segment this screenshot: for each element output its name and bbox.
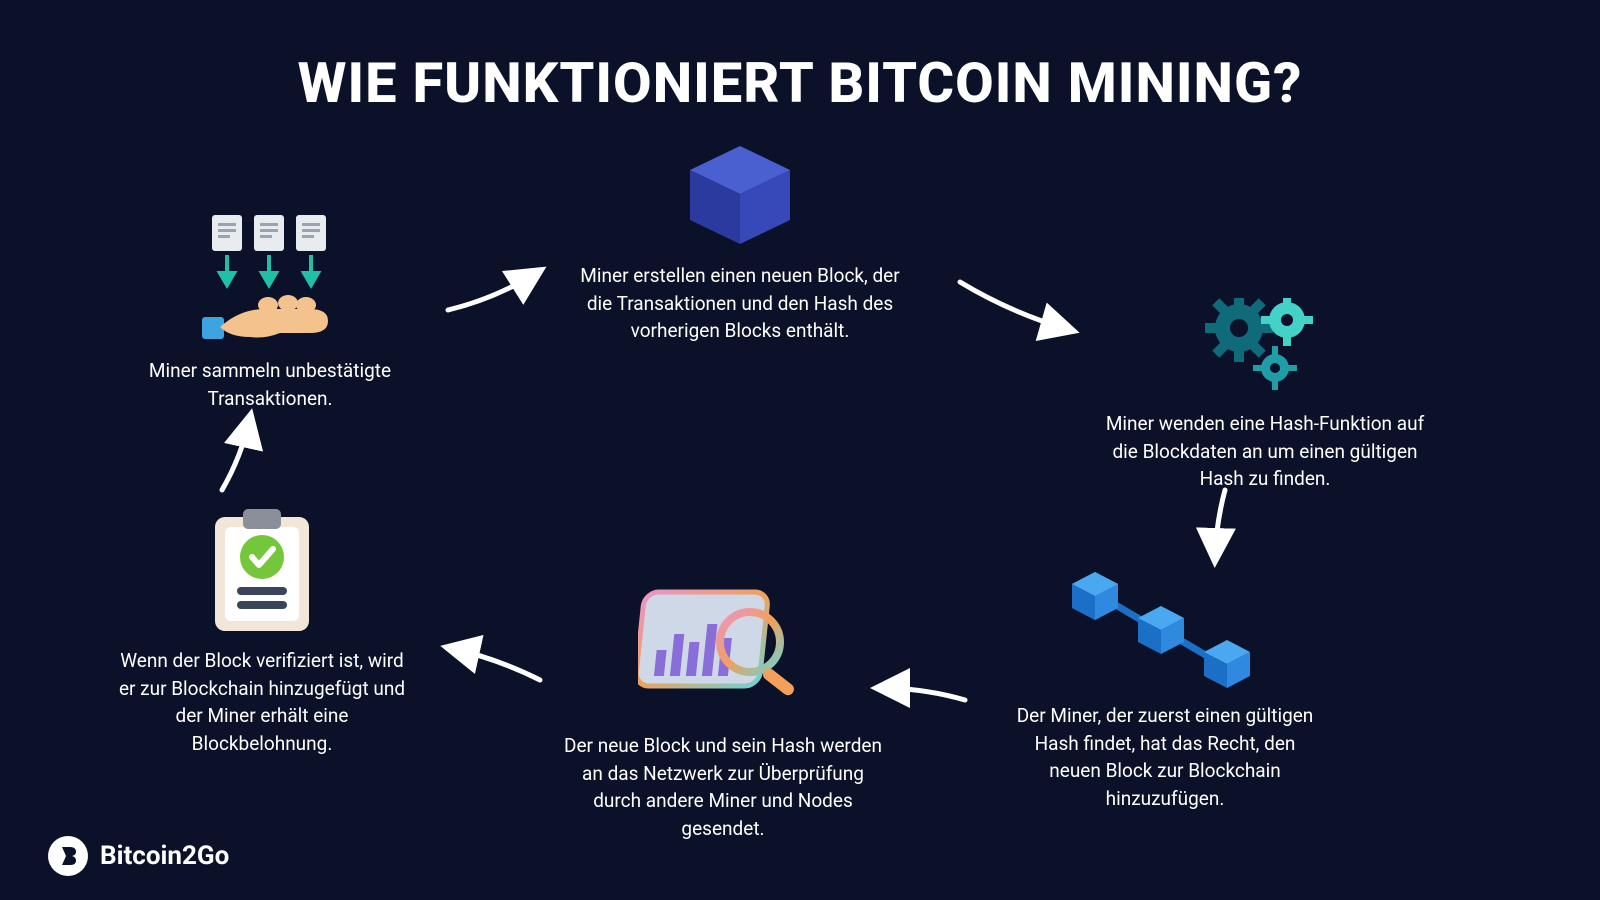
- brand-logo: Bitcoin2Go: [48, 836, 229, 876]
- logo-text: Bitcoin2Go: [100, 841, 229, 871]
- logo-badge-icon: [48, 836, 88, 876]
- flow-arrows: [0, 0, 1600, 900]
